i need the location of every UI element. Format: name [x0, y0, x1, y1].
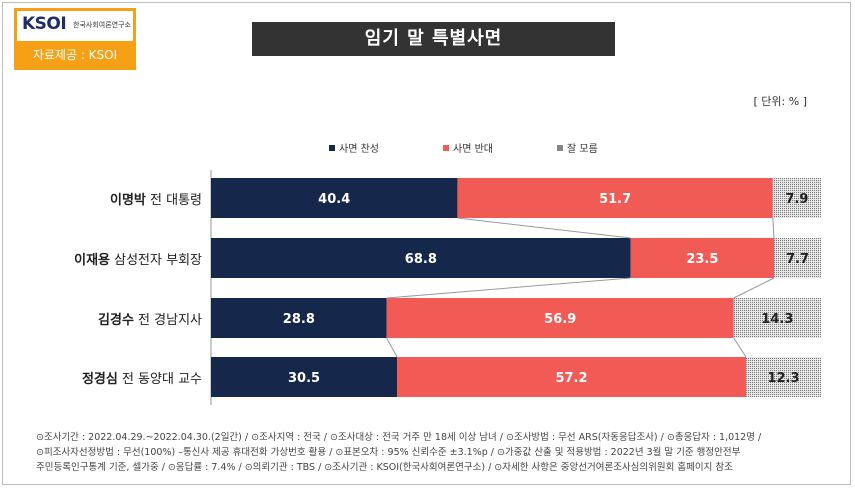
data-label-2-0: 7.9: [785, 192, 808, 207]
data-label-0-2: 28.8: [283, 312, 315, 327]
series-connector-line: [386, 337, 398, 358]
logo-org-name: 한국사회여론연구소: [73, 21, 131, 29]
bar-segment-unsure-3: [745, 357, 821, 397]
category-label-desc: 삼성전자 부회장: [110, 253, 202, 268]
legend-label: 사면 반대: [453, 144, 493, 155]
series-connector-line: [386, 277, 631, 299]
ksoi-logo: KSOI 한국사회여론연구소 자료제공 : KSOI: [14, 8, 136, 70]
bar-segment-oppose-3: [397, 357, 746, 397]
bar-segment-unsure-1: [774, 238, 821, 278]
logo-top: KSOI 한국사회여론연구소: [17, 11, 133, 41]
data-label-0-3: 30.5: [288, 371, 320, 386]
bar-segment-approve-2: [211, 298, 387, 338]
category-label: 정경심 전 동양대 교수: [0, 368, 202, 387]
legend-item: 사면 반대: [443, 140, 493, 155]
bar-segment-approve-1: [211, 238, 631, 278]
bar-segment-unsure-2: [733, 298, 821, 338]
category-label-desc: 전 대통령: [145, 193, 202, 208]
data-label-0-0: 40.4: [318, 192, 350, 207]
data-label-2-3: 12.3: [767, 371, 799, 386]
data-label-1-1: 23.5: [686, 252, 718, 267]
data-label-1-2: 56.9: [544, 312, 576, 327]
data-label-0-1: 68.8: [405, 252, 437, 267]
legend-label: 사면 찬성: [339, 144, 379, 155]
bar-segment-oppose-1: [630, 238, 775, 278]
logo-mark: KSOI: [22, 14, 67, 34]
data-label-1-0: 51.7: [599, 192, 631, 207]
category-label: 김경수 전 경남지사: [0, 309, 202, 328]
series-connector-line: [733, 337, 747, 358]
legend-swatch: [329, 144, 335, 151]
bar-segment-oppose-2: [386, 298, 734, 338]
bar-segment-oppose-0: [457, 178, 773, 218]
category-label: 이명박 전 대통령: [0, 189, 202, 208]
legend-swatch: [557, 144, 563, 151]
data-label-1-3: 57.2: [555, 371, 587, 386]
legend-item: 잘 모름: [557, 140, 598, 155]
unit-label: [ 단위: % ]: [753, 95, 807, 108]
footer-line-1: ⊙조사기간 : 2022.04.29.~2022.04.30.(2일간) / ⊙…: [36, 432, 762, 443]
chart-title: 임기 말 특별사면: [252, 22, 615, 56]
footer-line-3: 주민등록인구통계 기준, 셀가중 / ⊙응답률 : 7.4% / ⊙의뢰기관 :…: [36, 462, 733, 473]
survey-footer: ⊙조사기간 : 2022.04.29.~2022.04.30.(2일간) / ⊙…: [36, 430, 836, 475]
category-label-name: 정경심: [81, 372, 118, 387]
bar-segment-approve-0: [211, 178, 458, 218]
footer-line-2: ⊙피조사자선정방법 : 무선(100%) –통신사 제공 휴대전화 가상번호 활…: [36, 447, 741, 458]
legend-label: 잘 모름: [567, 144, 598, 155]
category-label-name: 김경수: [98, 313, 134, 328]
category-label-desc: 전 동양대 교수: [117, 372, 202, 387]
category-label-name: 이재용: [74, 253, 110, 268]
data-label-2-2: 14.3: [761, 312, 793, 327]
category-label: 이재용 삼성전자 부회장: [0, 249, 202, 268]
bar-segment-approve-3: [211, 357, 398, 397]
data-label-2-1: 7.7: [786, 252, 809, 267]
category-label-desc: 전 경남지사: [133, 313, 202, 328]
data-source-label: 자료제공 : KSOI: [32, 48, 118, 62]
series-connector-line: [733, 277, 775, 299]
category-label-name: 이명박: [110, 193, 146, 208]
bar-segment-unsure-0: [772, 178, 821, 218]
legend-swatch: [443, 144, 449, 151]
legend-item: 사면 찬성: [329, 140, 379, 155]
series-connector-line: [772, 217, 775, 239]
series-connector-line: [457, 217, 631, 239]
